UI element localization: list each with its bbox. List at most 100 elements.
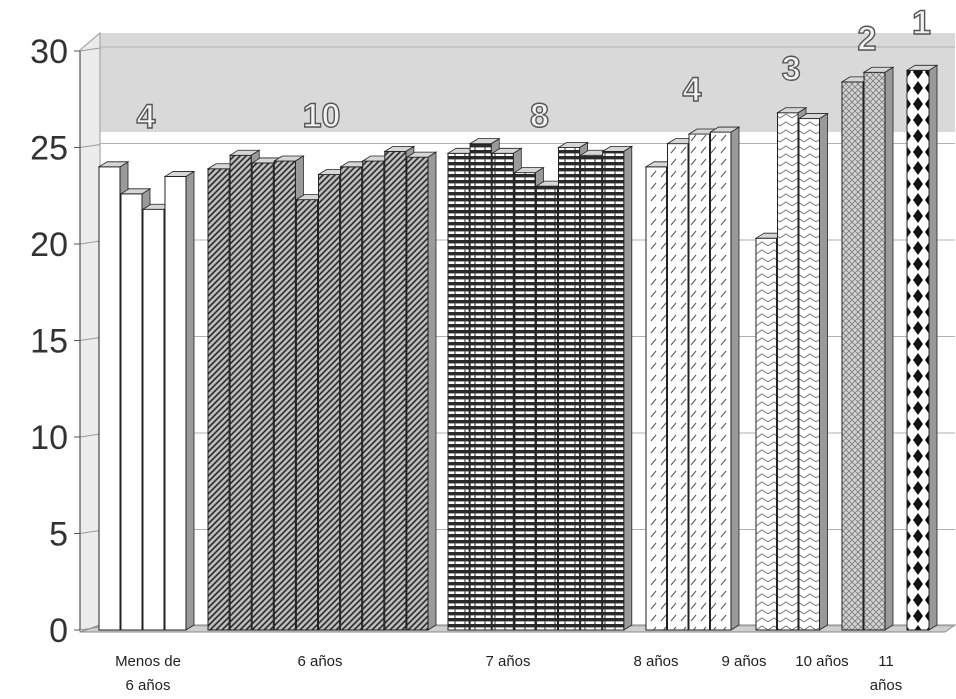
bar [601,145,634,631]
group-count-labels: 4 10 8 4 3 2 1 [136,3,932,136]
group-count-label: 3 [782,50,801,88]
bar-top [163,171,196,177]
bar-front [755,237,777,631]
bar-front [710,131,732,631]
bar-front [602,150,625,631]
bar-top [405,151,438,158]
bar-front [535,185,559,631]
bar [405,151,438,631]
group-count-label: 10 [303,97,341,135]
bar-front [406,156,429,631]
gridline-side [79,144,101,148]
bar-front [362,160,385,631]
x-tick-label: 10 años [795,653,848,670]
y-tick-label: 5 [49,516,68,554]
y-axis: 0 5 10 15 20 25 30 [30,33,81,650]
bar-front [580,154,603,631]
group-count-label: 2 [858,20,877,58]
bar [709,126,741,631]
bar-front [513,172,536,631]
bar-front [906,69,930,631]
bar [163,170,196,631]
bar-front [447,152,470,631]
bar-front [667,143,689,631]
bar-group [206,145,438,631]
bar-top [601,145,634,152]
bar-top [557,142,589,148]
bar-top [905,64,939,71]
x-tick-label: 11 años [870,653,903,694]
bar-top [97,161,130,168]
bar-top [468,138,501,145]
gridline-side [79,626,101,631]
bar-front [142,208,165,631]
x-axis-labels: Menos de 6 años 6 años 7 años 8 años 9 años 10… [115,653,902,694]
plot-top-band [100,33,955,132]
bar [862,66,895,631]
group-count-label: 8 [530,97,549,135]
bar-front [777,112,799,631]
bars [97,64,939,631]
gridline-side [79,530,101,534]
bar-top [797,113,829,119]
bar-front [863,71,886,631]
bar-front [207,168,230,631]
bar-side [928,64,938,631]
bar-front [340,166,363,631]
gridline-side [79,240,101,245]
bar-front [295,199,318,631]
bar-front [645,166,667,631]
y-tick-label: 20 [30,226,68,264]
bar-side [730,126,740,631]
bar-front [98,166,121,631]
bar-front [469,143,492,631]
y-tick-label: 0 [49,612,68,650]
plot-side-wall [79,31,101,633]
bar-front [251,162,274,631]
y-tick-label: 15 [30,323,68,361]
bar-group [905,64,939,631]
bar-group [840,66,895,631]
bar-side [884,66,894,631]
bar-front [318,174,341,631]
x-tick-label: Menos de 6 años [115,653,181,694]
x-tick-label: 7 años [485,653,530,670]
bar-group [446,137,634,631]
x-tick-label: 9 años [721,653,766,670]
bar-front [120,193,143,631]
y-tick-label: 25 [30,130,68,168]
bar-top [776,107,808,114]
bar-top [490,147,523,154]
bar [905,64,939,631]
gridline-side [79,337,101,341]
bar-top [709,126,741,133]
bar-top [228,149,261,156]
bar-front [798,118,820,631]
bar-front [229,154,252,631]
bar-top [119,188,152,195]
bar-front [273,160,296,631]
bar-front [558,147,581,631]
bar [797,112,829,631]
bar-front [491,152,514,631]
bar-front [164,175,187,631]
bar-side [819,112,828,631]
group-count-label: 4 [683,71,702,109]
bar-top [512,167,545,173]
x-tick-label: 6 años [297,653,342,670]
bar-group [754,107,829,631]
bar-front [384,150,407,631]
gridline-side [79,47,101,52]
bar-side [185,170,195,631]
group-count-label: 4 [137,98,156,136]
gridline-side [79,433,101,438]
y-tick-label: 10 [30,419,68,457]
bar-side [623,145,633,631]
bar-front [841,81,864,631]
group-count-label: 1 [912,4,931,42]
bar-top [272,155,305,162]
y-tick-label: 30 [30,33,68,71]
bar-group [97,161,196,631]
bar-top [383,145,416,152]
